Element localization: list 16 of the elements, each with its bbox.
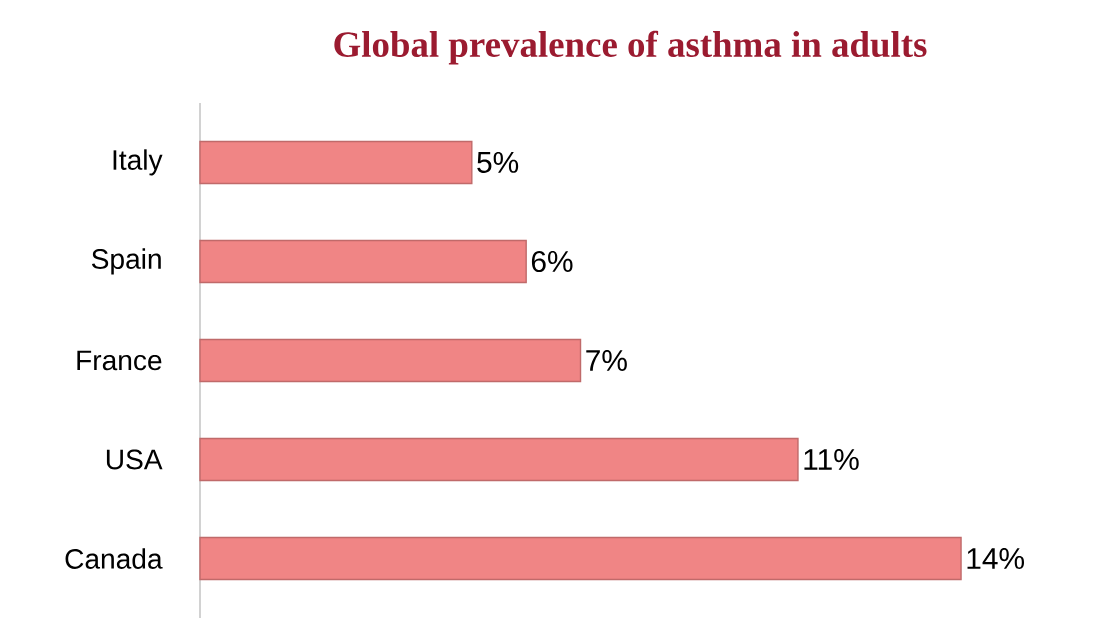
- data-label: 5%: [477, 151, 519, 173]
- data-label: 6%: [531, 250, 573, 273]
- bar: [199, 140, 473, 185]
- bar: [199, 536, 962, 581]
- chart-title: Global prevalence of asthma in adults: [334, 30, 927, 65]
- y-tick-label: USA: [106, 449, 163, 470]
- bar: [199, 437, 799, 482]
- data-label: 7%: [586, 350, 627, 371]
- data-label: 11%: [804, 449, 859, 470]
- bar: [199, 239, 527, 284]
- bar: [199, 338, 582, 383]
- y-tick-label: France: [77, 350, 162, 371]
- y-tick-label: Canada: [65, 548, 163, 569]
- data-label: 14%: [967, 548, 1024, 570]
- y-tick-label: Spain: [91, 248, 161, 275]
- y-tick-label: Italy: [113, 149, 163, 176]
